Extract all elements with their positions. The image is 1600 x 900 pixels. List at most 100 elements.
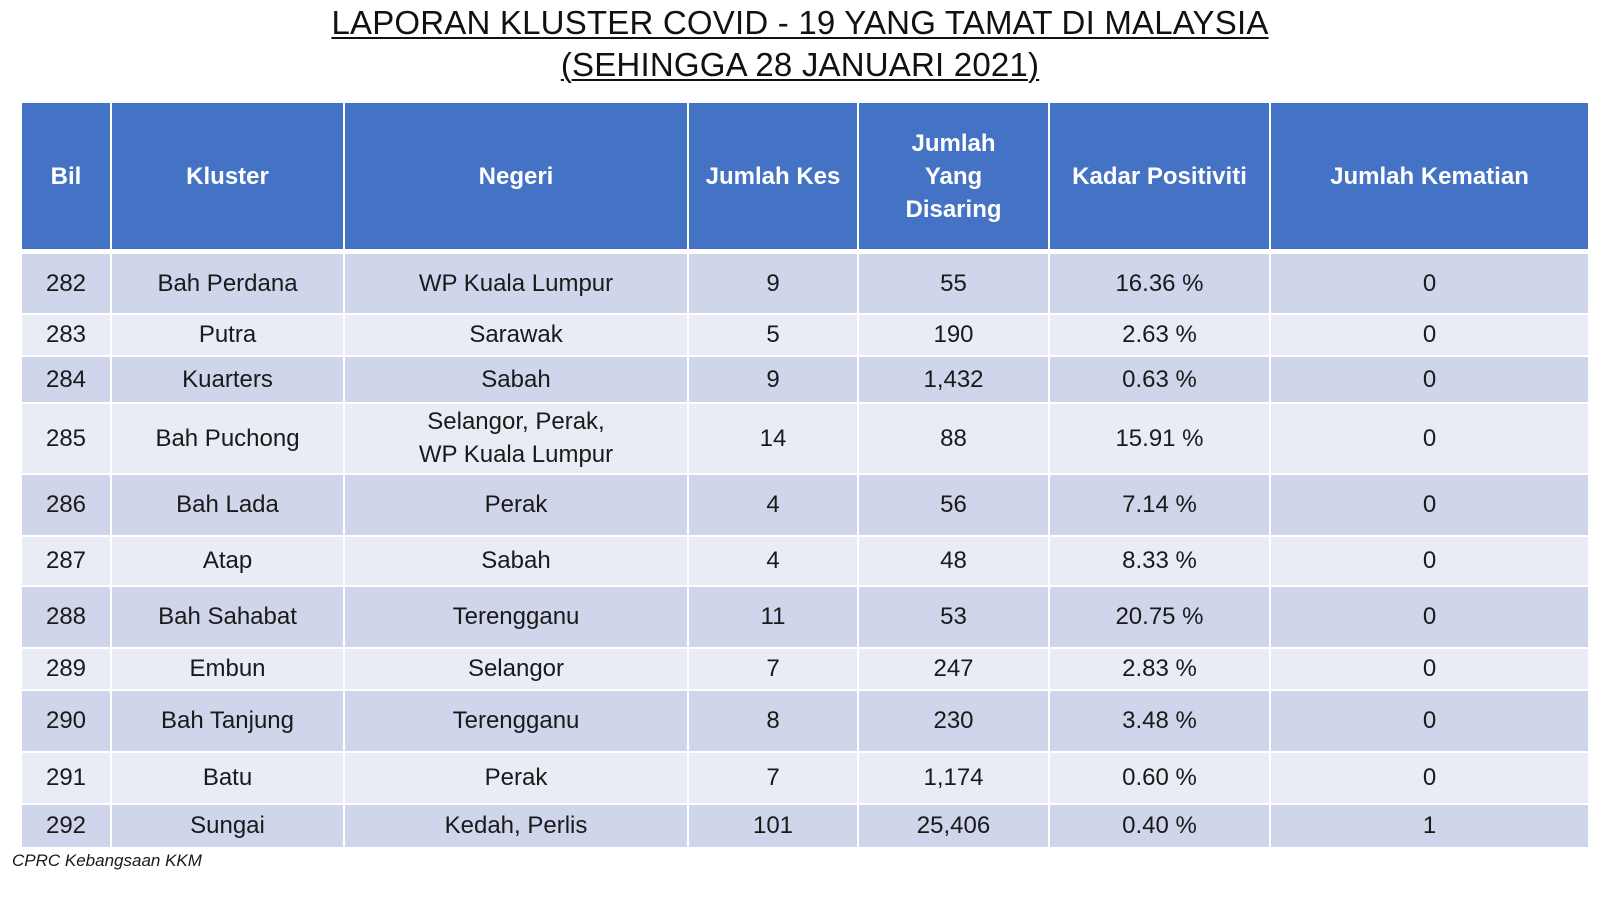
cell-bil: 289: [22, 647, 112, 691]
cell-jumlah-kematian: 0: [1270, 689, 1588, 753]
cell-jumlah-kes: 101: [688, 803, 859, 849]
cell-negeri: Sarawak: [344, 313, 689, 357]
header-kadar-positiviti: Kadar Positiviti: [1049, 103, 1271, 254]
table-row: 283 Putra Sarawak 5 190 2.63 % 0: [22, 313, 1588, 357]
cell-jumlah-disaring: 247: [858, 647, 1050, 691]
table-row: 287 Atap Sabah 4 48 8.33 % 0: [22, 535, 1588, 587]
cell-negeri: WP Kuala Lumpur: [344, 251, 689, 315]
cell-bil: 287: [22, 535, 112, 587]
table-row: 284 Kuarters Sabah 9 1,432 0.63 % 0: [22, 355, 1588, 404]
cell-jumlah-disaring: 1,432: [858, 355, 1050, 404]
cell-bil: 286: [22, 473, 112, 537]
cell-jumlah-kes: 9: [688, 355, 859, 404]
cell-bil: 292: [22, 803, 112, 849]
cell-negeri: Perak: [344, 473, 689, 537]
header-jumlah-disaring: Jumlah Yang Disaring: [858, 103, 1050, 254]
cell-jumlah-kes: 7: [688, 751, 859, 805]
cell-jumlah-disaring: 48: [858, 535, 1050, 587]
cell-jumlah-kes: 14: [688, 402, 859, 475]
cell-negeri: Selangor, Perak, WP Kuala Lumpur: [344, 402, 689, 475]
table-row: 282 Bah Perdana WP Kuala Lumpur 9 55 16.…: [22, 251, 1588, 315]
cell-negeri: Terengganu: [344, 689, 689, 753]
title-line-2: (SEHINGGA 28 JANUARI 2021): [560, 46, 1040, 83]
cell-negeri: Sabah: [344, 535, 689, 587]
cell-jumlah-kematian: 1: [1270, 803, 1588, 849]
cell-bil: 283: [22, 313, 112, 357]
cell-jumlah-kematian: 0: [1270, 251, 1588, 315]
cell-bil: 290: [22, 689, 112, 753]
table-row: 289 Embun Selangor 7 247 2.83 % 0: [22, 647, 1588, 691]
cell-jumlah-kematian: 0: [1270, 355, 1588, 404]
source-note: CPRC Kebangsaan KKM: [12, 851, 202, 870]
cell-jumlah-disaring: 190: [858, 313, 1050, 357]
cell-jumlah-kes: 7: [688, 647, 859, 691]
cell-kadar-positiviti: 0.40 %: [1049, 803, 1271, 849]
cell-kluster: Bah Sahabat: [111, 585, 345, 649]
table-row: 290 Bah Tanjung Terengganu 8 230 3.48 % …: [22, 689, 1588, 753]
cell-kadar-positiviti: 15.91 %: [1049, 402, 1271, 475]
cell-kadar-positiviti: 2.83 %: [1049, 647, 1271, 691]
cell-kluster: Bah Lada: [111, 473, 345, 537]
cell-kadar-positiviti: 3.48 %: [1049, 689, 1271, 753]
cell-jumlah-kematian: 0: [1270, 402, 1588, 475]
cell-jumlah-kematian: 0: [1270, 585, 1588, 649]
cell-kluster: Kuarters: [111, 355, 345, 404]
table-body: 282 Bah Perdana WP Kuala Lumpur 9 55 16.…: [22, 251, 1588, 849]
cell-jumlah-kes: 8: [688, 689, 859, 753]
header-bil: Bil: [22, 103, 112, 254]
cell-bil: 285: [22, 402, 112, 475]
cell-negeri: Selangor: [344, 647, 689, 691]
cell-kadar-positiviti: 2.63 %: [1049, 313, 1271, 357]
header-kluster: Kluster: [111, 103, 345, 254]
table-row: 286 Bah Lada Perak 4 56 7.14 % 0: [22, 473, 1588, 537]
cell-jumlah-kes: 4: [688, 473, 859, 537]
cell-jumlah-kematian: 0: [1270, 751, 1588, 805]
cell-jumlah-disaring: 25,406: [858, 803, 1050, 849]
cell-kluster: Bah Perdana: [111, 251, 345, 315]
header-jumlah-kes: Jumlah Kes: [688, 103, 859, 254]
cell-kluster: Bah Tanjung: [111, 689, 345, 753]
cell-bil: 291: [22, 751, 112, 805]
cell-bil: 288: [22, 585, 112, 649]
cell-jumlah-kes: 9: [688, 251, 859, 315]
table-row: 285 Bah Puchong Selangor, Perak, WP Kual…: [22, 402, 1588, 475]
cell-kluster: Atap: [111, 535, 345, 587]
cell-jumlah-disaring: 55: [858, 251, 1050, 315]
cell-kadar-positiviti: 8.33 %: [1049, 535, 1271, 587]
report-title: LAPORAN KLUSTER COVID - 19 YANG TAMAT DI…: [0, 0, 1600, 86]
title-line-1: LAPORAN KLUSTER COVID - 19 YANG TAMAT DI…: [331, 4, 1269, 41]
cell-kluster: Sungai: [111, 803, 345, 849]
cell-kluster: Batu: [111, 751, 345, 805]
cell-jumlah-disaring: 1,174: [858, 751, 1050, 805]
cell-jumlah-disaring: 56: [858, 473, 1050, 537]
table-header-row: Bil Kluster Negeri Jumlah Kes Jumlah Yan…: [22, 103, 1588, 254]
cell-kadar-positiviti: 7.14 %: [1049, 473, 1271, 537]
header-negeri: Negeri: [344, 103, 689, 254]
cell-jumlah-disaring: 88: [858, 402, 1050, 475]
cell-kadar-positiviti: 16.36 %: [1049, 251, 1271, 315]
cell-kadar-positiviti: 20.75 %: [1049, 585, 1271, 649]
cell-bil: 284: [22, 355, 112, 404]
cell-kluster: Bah Puchong: [111, 402, 345, 475]
cell-jumlah-kes: 4: [688, 535, 859, 587]
cell-jumlah-kes: 5: [688, 313, 859, 357]
cell-kadar-positiviti: 0.60 %: [1049, 751, 1271, 805]
cell-negeri: Sabah: [344, 355, 689, 404]
header-jumlah-kematian: Jumlah Kematian: [1270, 103, 1588, 254]
cell-kluster: Embun: [111, 647, 345, 691]
cell-negeri: Perak: [344, 751, 689, 805]
table-row: 292 Sungai Kedah, Perlis 101 25,406 0.40…: [22, 803, 1588, 849]
cell-jumlah-kematian: 0: [1270, 647, 1588, 691]
cluster-table: Bil Kluster Negeri Jumlah Kes Jumlah Yan…: [22, 103, 1588, 849]
table-row: 288 Bah Sahabat Terengganu 11 53 20.75 %…: [22, 585, 1588, 649]
cell-jumlah-kematian: 0: [1270, 313, 1588, 357]
cell-bil: 282: [22, 251, 112, 315]
table-row: 291 Batu Perak 7 1,174 0.60 % 0: [22, 751, 1588, 805]
cell-kadar-positiviti: 0.63 %: [1049, 355, 1271, 404]
cell-negeri: Terengganu: [344, 585, 689, 649]
cell-jumlah-kematian: 0: [1270, 473, 1588, 537]
cell-negeri: Kedah, Perlis: [344, 803, 689, 849]
cell-jumlah-kes: 11: [688, 585, 859, 649]
cell-jumlah-disaring: 53: [858, 585, 1050, 649]
cell-jumlah-kematian: 0: [1270, 535, 1588, 587]
